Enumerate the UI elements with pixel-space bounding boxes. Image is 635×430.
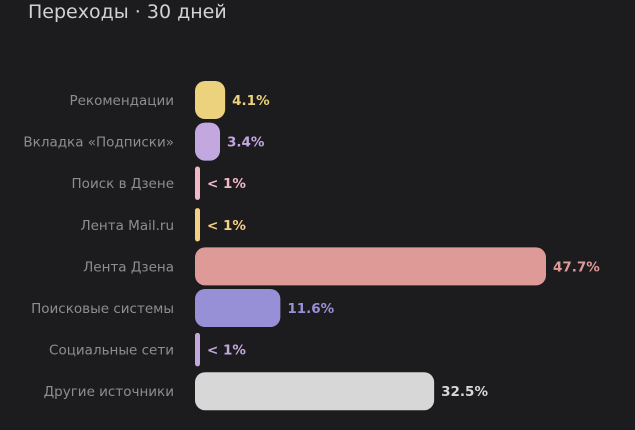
value-label: 47.7%	[553, 259, 600, 275]
bar[interactable]	[195, 208, 200, 242]
bar[interactable]	[195, 247, 546, 286]
value-label: 11.6%	[287, 301, 334, 317]
value-label: 3.4%	[227, 135, 265, 151]
bar[interactable]	[195, 289, 281, 327]
category-label: Поисковые системы	[31, 301, 174, 317]
value-label: < 1%	[207, 343, 246, 359]
category-labels: Рекомендации Вкладка «Подписки» Поиск в Дз…	[23, 93, 174, 400]
category-label: Вкладка «Подписки»	[23, 135, 174, 151]
category-label: Поиск в Дзене	[72, 176, 174, 192]
bar[interactable]	[195, 166, 200, 200]
value-label: 32.5%	[441, 384, 488, 400]
category-label: Другие источники	[44, 384, 174, 400]
bar[interactable]	[195, 122, 221, 161]
chart-title: Переходы · 30 дней	[28, 1, 227, 23]
category-label: Лента Mail.ru	[80, 218, 174, 234]
value-label: < 1%	[207, 218, 246, 234]
bar[interactable]	[195, 372, 435, 411]
value-label: < 1%	[207, 176, 246, 192]
category-label: Лента Дзена	[83, 259, 174, 275]
category-label: Рекомендации	[69, 93, 174, 109]
value-label: 4.1%	[232, 93, 270, 109]
bars	[195, 81, 546, 411]
value-labels: 4.1% 3.4% < 1% < 1% 47.7% 11.6% < 1% 32.5%	[207, 93, 600, 400]
bar[interactable]	[195, 81, 226, 119]
category-label: Социальные сети	[49, 343, 174, 359]
bar[interactable]	[195, 332, 200, 367]
